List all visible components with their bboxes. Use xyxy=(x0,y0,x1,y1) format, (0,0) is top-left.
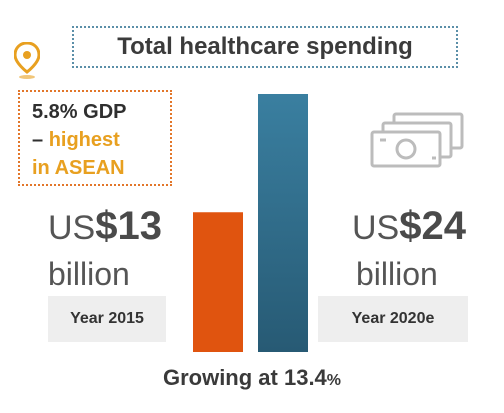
year-label-2020: Year 2020e xyxy=(318,296,468,342)
callout-highest-text: highest xyxy=(48,129,120,151)
growth-text: Growing at 13.4 xyxy=(162,365,327,390)
unit-2020: billion xyxy=(356,256,438,292)
unit-2015: billion xyxy=(48,256,130,292)
callout-line-asean: in ASEAN xyxy=(32,157,125,179)
money-stack-icon xyxy=(370,112,464,168)
currency-2015: US xyxy=(48,209,96,247)
growth-percent-sign: % xyxy=(326,372,342,389)
callout-dash: – xyxy=(32,129,44,151)
callout-line-gdp: 5.8% GDP xyxy=(32,101,127,123)
amount-2015: US$13 xyxy=(48,206,162,248)
value-2020: $24 xyxy=(399,204,466,248)
amount-2020: US$24 xyxy=(352,206,466,248)
currency-2020: US xyxy=(352,209,400,247)
year-label-2015: Year 2015 xyxy=(48,296,166,342)
callout-line-highest: – highest xyxy=(32,126,170,154)
location-pin-icon xyxy=(14,42,40,79)
chart-title: Total healthcare spending xyxy=(72,26,458,68)
growth-rate-text: Growing at 13.4% xyxy=(0,365,504,391)
bar-2015 xyxy=(193,212,243,352)
bar-2020 xyxy=(258,94,308,352)
gdp-callout: 5.8% GDP – highest in ASEAN xyxy=(18,90,172,186)
value-2015: $13 xyxy=(95,204,162,248)
